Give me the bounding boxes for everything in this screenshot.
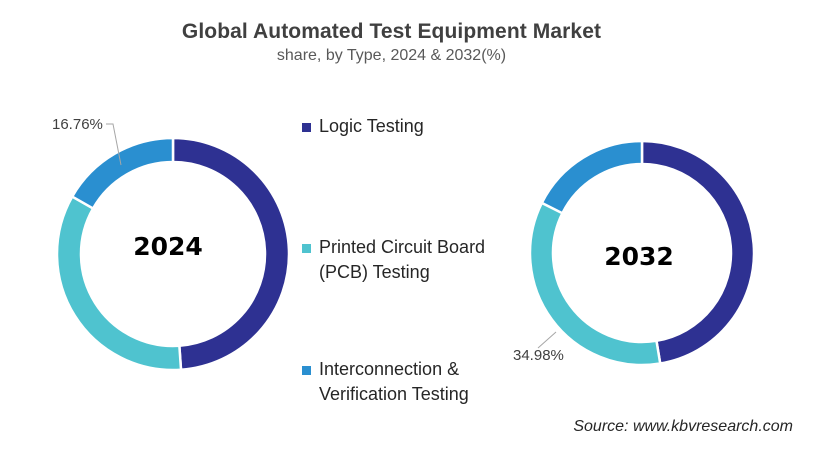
donut-segment-interconnection-verification-testing (70, 136, 175, 211)
legend-label: Printed Circuit Board (319, 237, 486, 257)
legend-label-line2: Verification Testing (319, 384, 469, 404)
callout-leader-2032 (537, 331, 557, 349)
legend-label-line2: (PCB) Testing (319, 262, 430, 282)
legend-swatch-logic-testing (302, 123, 311, 132)
center-label-2024: 2024 (133, 232, 203, 261)
donut-segment-interconnection-verification-testing (540, 139, 644, 215)
legend-swatch-interconnection-testing (302, 366, 311, 375)
legend-label: Interconnection & (319, 359, 460, 379)
legend-label: Logic Testing (319, 116, 424, 136)
callout-leader-2024 (106, 123, 122, 166)
chart-subtitle: share, by Type, 2024 & 2032(%) (276, 47, 507, 64)
data-label-2024-interconnection: 16.76% (52, 116, 103, 133)
source-attribution: Source: www.kbvresearch.com (573, 418, 793, 435)
legend-swatch-pcb-testing (302, 244, 311, 253)
donut-segment-printed-circuit-board-pcb-testing (528, 201, 662, 367)
center-label-2032: 2032 (604, 242, 674, 271)
data-label-2032-pcb: 34.98% (513, 347, 564, 364)
chart-title: Global Automated Test Equipment Market (181, 20, 602, 43)
